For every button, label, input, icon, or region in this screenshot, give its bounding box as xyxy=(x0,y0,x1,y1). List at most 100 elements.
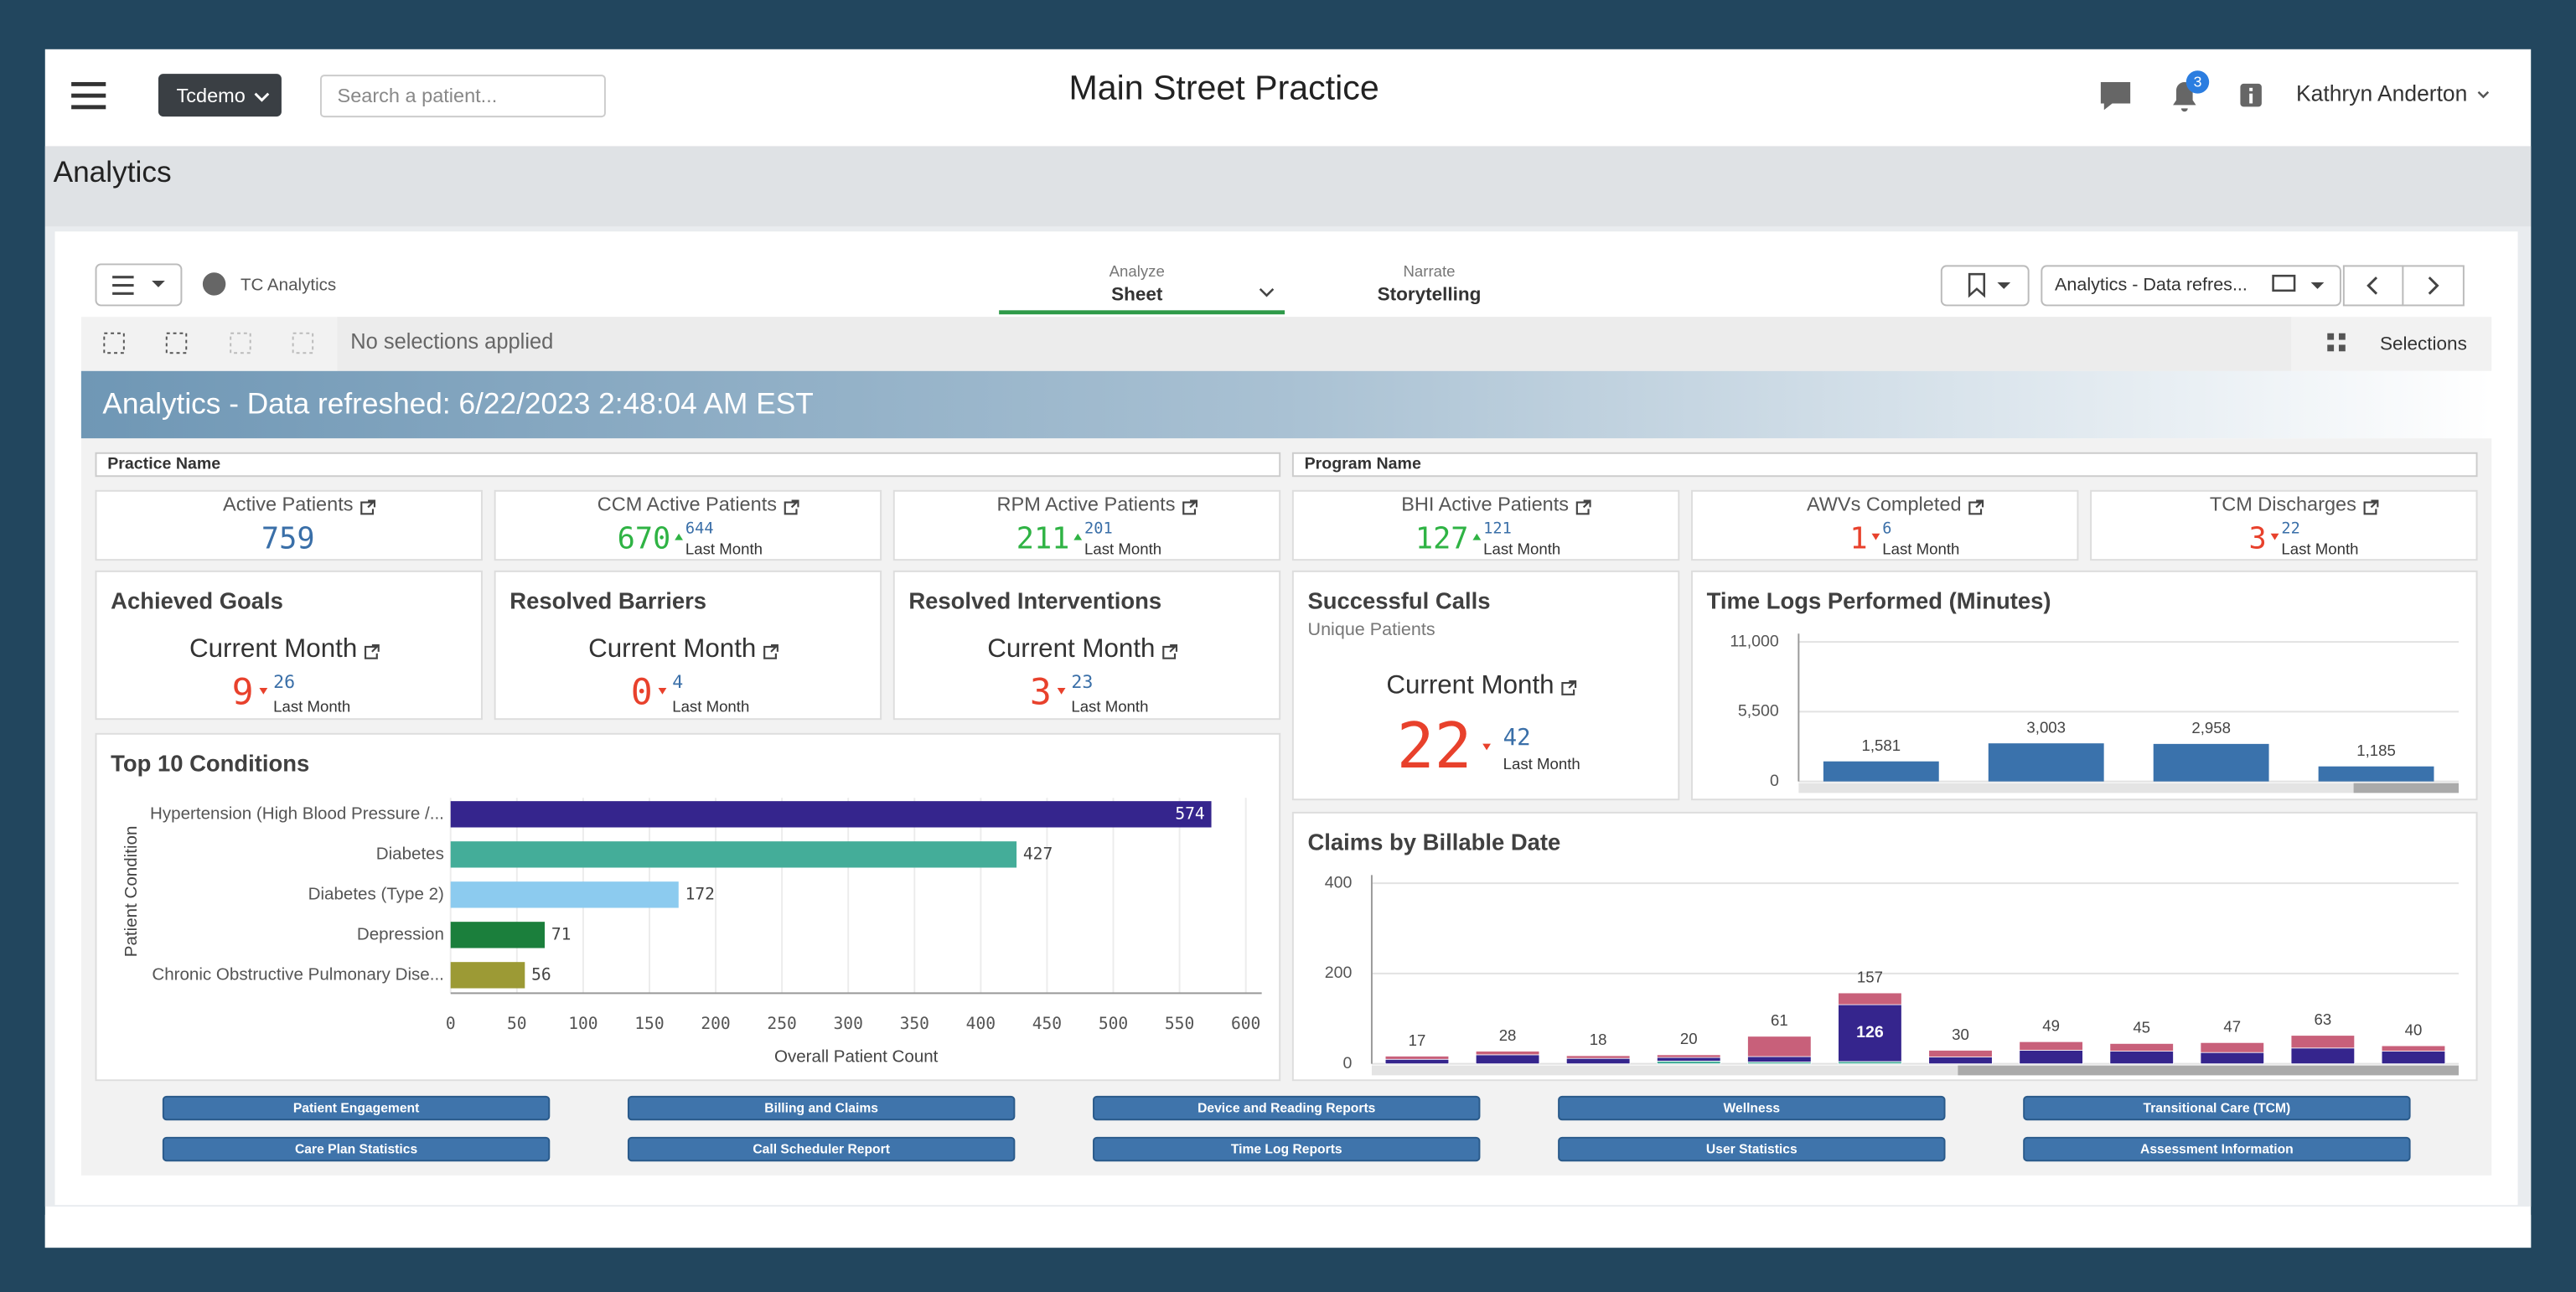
total-label: 63 xyxy=(2315,1010,2332,1028)
selections-button[interactable]: Selections xyxy=(2380,333,2467,354)
total-label: 49 xyxy=(2042,1017,2060,1035)
bar-segment xyxy=(1838,1004,1902,1062)
kpi-value: 127 xyxy=(1415,522,1469,556)
bar xyxy=(450,962,525,989)
filter-box[interactable] xyxy=(1291,452,2478,478)
caret xyxy=(1259,287,1275,297)
kpi-previous-label: Last Month xyxy=(1882,540,1959,557)
bar-segment xyxy=(1928,1050,1993,1057)
tab-value[interactable]: Storytelling xyxy=(1378,284,1482,305)
x-tick-label: 300 xyxy=(834,1014,863,1033)
external-link-icon[interactable] xyxy=(2363,499,2379,515)
prev-sheet[interactable] xyxy=(2342,265,2404,307)
x-tick-label: 50 xyxy=(507,1014,527,1033)
x-tick-label: 350 xyxy=(900,1014,929,1033)
nav-button-label: Assessment Information xyxy=(2140,1143,2294,1157)
scrollbar[interactable] xyxy=(1371,1065,2460,1076)
kpi-previous: 22 xyxy=(2281,519,2299,537)
nav-button[interactable] xyxy=(2023,1136,2411,1162)
search-box[interactable] xyxy=(319,75,606,118)
external-link-icon[interactable] xyxy=(1162,643,1178,659)
total-label: 157 xyxy=(1857,968,1883,985)
next-sheet[interactable] xyxy=(2402,265,2465,307)
user-name[interactable]: Kathryn Anderton xyxy=(2296,81,2467,106)
card-title: Current Month xyxy=(1386,669,1554,699)
chart-panel xyxy=(95,732,1281,1082)
nav-button-label: Billing and Claims xyxy=(764,1102,878,1116)
external-link-icon[interactable] xyxy=(1561,680,1577,695)
card-title: TCM Discharges xyxy=(2210,494,2356,515)
bar-segment xyxy=(2381,1051,2446,1065)
trend-down xyxy=(259,687,268,695)
chat-icon[interactable] xyxy=(2100,81,2131,111)
card-title: Current Month xyxy=(987,633,1155,663)
x-tick-label: 150 xyxy=(634,1014,664,1033)
external-link-icon[interactable] xyxy=(360,499,376,515)
selection-tool xyxy=(292,332,314,354)
bar-segment xyxy=(2019,1041,2083,1051)
bar-segment xyxy=(1657,1061,1721,1065)
external-link-icon[interactable] xyxy=(763,643,778,659)
external-link-icon[interactable] xyxy=(1182,499,1197,515)
goal-value: 9 xyxy=(232,671,254,713)
filter-box[interactable] xyxy=(95,452,1281,478)
sheet-selector[interactable] xyxy=(2041,265,2341,307)
external-link-icon[interactable] xyxy=(364,643,380,659)
nav-button[interactable] xyxy=(1558,1136,1946,1162)
nav-button[interactable] xyxy=(1558,1095,1946,1121)
scroll-thumb[interactable] xyxy=(1958,1065,2460,1076)
nav-button[interactable] xyxy=(162,1136,551,1162)
kpi-previous-label: Last Month xyxy=(1084,540,1161,557)
tab-value[interactable]: Sheet xyxy=(1111,284,1163,305)
kpi-card xyxy=(1691,489,2079,561)
brand-button[interactable] xyxy=(158,74,282,117)
nav-button[interactable] xyxy=(1093,1136,1481,1162)
kpi-value: 1 xyxy=(1849,522,1867,556)
x-tick-label: 400 xyxy=(966,1014,996,1033)
nav-button-label: Transitional Care (TCM) xyxy=(2144,1102,2291,1116)
bar xyxy=(450,881,679,908)
nav-button-label: Time Log Reports xyxy=(1231,1143,1342,1157)
sheet-menu[interactable] xyxy=(95,263,183,307)
external-link-icon[interactable] xyxy=(1575,499,1591,515)
bar-segment xyxy=(1657,1054,1721,1058)
bar-segment xyxy=(1565,1055,1631,1059)
y-tick-label: 5,500 xyxy=(1738,702,1779,721)
nav-button[interactable] xyxy=(1093,1095,1481,1121)
nav-button-label: Device and Reading Reports xyxy=(1197,1102,1376,1116)
card-title: AWVs Completed xyxy=(1807,494,1962,515)
nav-button[interactable] xyxy=(627,1136,1016,1162)
bar-segment xyxy=(2200,1041,2265,1053)
total-label: 18 xyxy=(1590,1031,1607,1048)
menu-line xyxy=(112,283,134,287)
selection-tool[interactable] xyxy=(103,332,125,354)
selection-status: No selections applied xyxy=(350,330,553,354)
bar-segment xyxy=(1838,992,1902,1005)
y-tick-label: 200 xyxy=(1325,964,1353,982)
bar-segment xyxy=(2381,1045,2446,1052)
external-link-icon[interactable] xyxy=(1968,499,1984,515)
external-link-icon[interactable] xyxy=(784,499,799,515)
goal-previous-label: Last Month xyxy=(672,697,749,715)
goal-previous-label: Last Month xyxy=(1071,697,1148,715)
nav-button[interactable] xyxy=(627,1095,1016,1121)
category-label: Hypertension (High Blood Pressure /... xyxy=(150,804,444,823)
kpi-card xyxy=(892,489,1281,561)
value-label: 1,185 xyxy=(2356,742,2396,759)
menu-button[interactable] xyxy=(71,81,106,110)
nav-button-label: Call Scheduler Report xyxy=(753,1143,890,1157)
category-label: Chronic Obstructive Pulmonary Dise... xyxy=(152,964,444,984)
bar-segment xyxy=(1475,1051,1540,1056)
nav-button[interactable] xyxy=(2023,1095,2411,1121)
trend-up xyxy=(675,533,683,540)
calls-previous: 42 xyxy=(1503,725,1531,751)
scroll-thumb[interactable] xyxy=(2353,783,2460,793)
trend-down xyxy=(658,687,667,695)
scrollbar[interactable] xyxy=(1798,783,2460,793)
selection-tool[interactable] xyxy=(165,332,188,354)
nav-button[interactable] xyxy=(162,1095,551,1121)
kpi-previous: 644 xyxy=(685,519,714,537)
trend-down xyxy=(2270,533,2279,540)
x-tick-label: 0 xyxy=(446,1014,456,1033)
